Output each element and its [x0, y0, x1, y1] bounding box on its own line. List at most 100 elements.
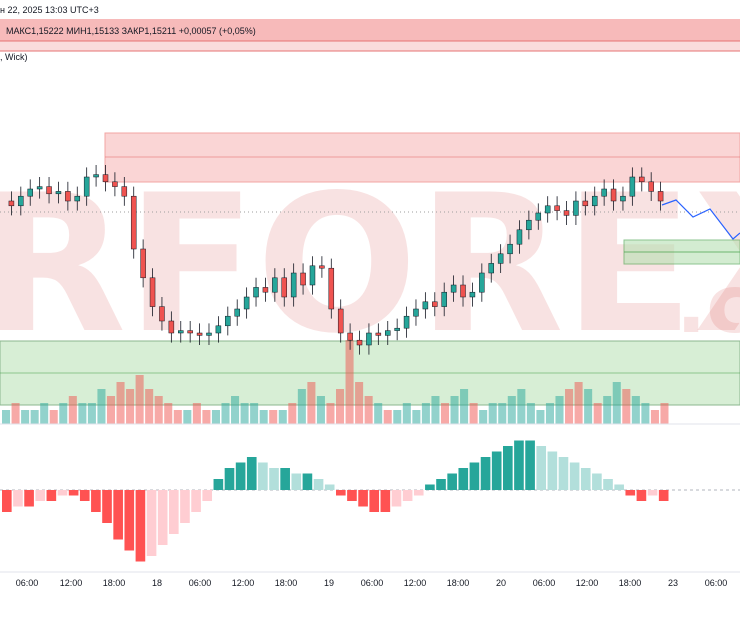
histogram-bar: [157, 490, 168, 545]
candle-body: [432, 301, 438, 307]
volume-bar: [250, 403, 259, 424]
volume-bar: [30, 410, 39, 424]
x-tick-label: 06:00: [189, 578, 212, 588]
volume-bar: [326, 403, 335, 424]
histogram-bar: [135, 490, 146, 562]
candle-body: [112, 181, 118, 187]
candle-body: [526, 219, 532, 231]
candle-body: [253, 287, 259, 298]
candle-body: [469, 291, 476, 298]
candle-body: [18, 195, 24, 207]
header-ohlc: МАКС1,15222 МИН1,15133 ЗАКР1,15211 +0,00…: [6, 26, 256, 36]
volume-bar: [517, 389, 526, 424]
histogram-bar: [280, 468, 290, 490]
histogram-bar: [558, 457, 569, 490]
histogram-bar: [636, 490, 647, 501]
candle-body: [629, 176, 636, 197]
candle-body: [375, 332, 382, 336]
x-tick-label: 18: [152, 578, 162, 588]
histogram-bar: [536, 446, 547, 490]
x-tick-label: 06:00: [361, 578, 384, 588]
volume-bar: [355, 382, 364, 424]
candle-body: [620, 195, 626, 202]
candle-body: [65, 191, 71, 202]
histogram-bar: [391, 490, 402, 507]
x-tick-label: 20: [496, 578, 506, 588]
candle-body: [563, 210, 570, 216]
volume-bar: [440, 403, 450, 424]
x-tick-label: 18:00: [103, 578, 126, 588]
volume-bar: [374, 403, 383, 424]
candle-body: [601, 188, 607, 197]
candle-body: [356, 339, 363, 346]
volume-bar: [593, 403, 602, 424]
histogram-bar: [580, 468, 591, 490]
candle-body: [46, 186, 52, 195]
histogram-bar: [625, 490, 636, 496]
histogram-bar: [569, 462, 580, 490]
forecast-line[interactable]: [661, 199, 740, 240]
volume-bar: [622, 389, 631, 424]
volume-bar: [393, 410, 402, 424]
candle-body: [262, 287, 269, 293]
candle-body: [234, 308, 240, 317]
volume-bar: [565, 389, 574, 424]
histogram-bar: [46, 490, 57, 501]
histogram-bar: [369, 490, 380, 512]
volume-bar: [555, 396, 564, 424]
histogram-bar: [269, 468, 279, 490]
histogram-bar: [35, 490, 46, 501]
candle-body: [657, 191, 664, 202]
volume-bar: [526, 403, 535, 424]
candle-body: [648, 181, 654, 192]
candle-body: [74, 195, 81, 202]
histogram-bar: [224, 468, 235, 490]
volume-bar: [164, 403, 173, 424]
volume-bar: [40, 403, 49, 424]
x-tick-label: 06:00: [533, 578, 556, 588]
candle-body: [300, 272, 306, 286]
histogram-bar: [169, 490, 179, 534]
volume-bar: [498, 403, 507, 424]
volume-bar: [106, 396, 116, 424]
x-tick-label: 12:00: [576, 578, 599, 588]
histogram-bar: [436, 479, 446, 490]
volume-bar: [402, 403, 411, 424]
candle-body: [403, 315, 410, 329]
x-tick-label: 23: [668, 578, 678, 588]
candle-body: [206, 332, 212, 336]
volume-bar: [11, 403, 20, 424]
volume-bar: [469, 403, 478, 424]
histogram-bar: [291, 473, 302, 490]
histogram-bar: [336, 490, 346, 496]
volume-bar: [383, 410, 392, 424]
header-datetime: н 22, 2025 13:03 UTC+3: [0, 5, 99, 15]
volume-bar: [87, 403, 96, 424]
histogram-bar: [425, 484, 435, 490]
volume-bar: [488, 403, 497, 424]
candle-body: [544, 205, 551, 214]
volume-bar: [507, 396, 516, 424]
volume-bar: [126, 389, 135, 424]
candlesticks: [8, 165, 664, 355]
volume-bar: [364, 396, 373, 424]
candle-body: [83, 176, 90, 197]
x-tick-label: 19: [324, 578, 334, 588]
histogram-bar: [447, 473, 457, 490]
histogram-bar: [146, 490, 157, 556]
volume-bar: [412, 410, 421, 424]
histogram-bar: [380, 490, 391, 512]
candle-body: [422, 301, 429, 310]
volume-bar: [431, 396, 440, 424]
volume-bar: [316, 396, 325, 424]
histogram-bar: [358, 490, 368, 507]
candle-body: [507, 243, 513, 255]
candle-body: [215, 325, 222, 334]
histogram-bar: [547, 451, 558, 490]
volume-bar: [78, 403, 87, 424]
histogram-bar: [647, 490, 658, 496]
histogram-bar: [347, 490, 357, 501]
volume-bar: [68, 396, 77, 424]
candle-body: [140, 248, 146, 279]
